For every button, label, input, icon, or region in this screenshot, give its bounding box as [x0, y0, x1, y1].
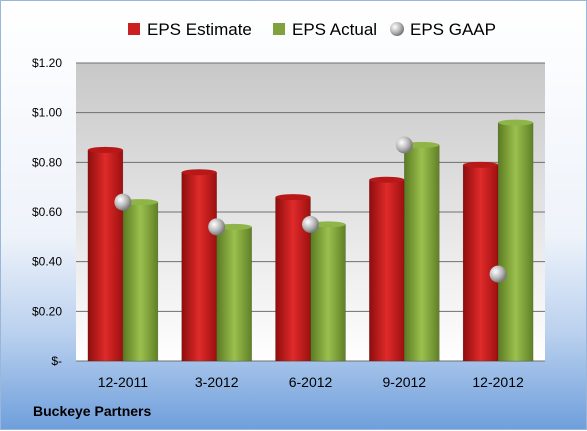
y-tick-label: $0.60	[32, 205, 62, 219]
bar-eps-estimate	[462, 164, 499, 362]
bar-eps-actual	[404, 144, 440, 362]
y-tick-label: $0.80	[32, 155, 62, 169]
bar-top	[404, 141, 440, 148]
bar-eps-actual	[122, 201, 159, 362]
marker-eps-gaap	[489, 265, 507, 283]
bar-eps-actual	[310, 224, 346, 362]
bar-top	[463, 161, 499, 168]
legend-label: EPS Actual	[292, 20, 377, 39]
bar-eps-estimate	[87, 149, 124, 362]
legend-swatch	[128, 23, 140, 35]
marker-eps-gaap	[302, 215, 319, 233]
bar-top	[369, 176, 405, 183]
x-tick-label: 9-2012	[383, 374, 427, 390]
legend-label: EPS GAAP	[410, 20, 496, 39]
y-tick-label: $-	[51, 354, 62, 368]
bar-top	[87, 146, 123, 153]
legend-label: EPS Estimate	[147, 20, 252, 39]
legend-swatch	[390, 22, 404, 36]
marker-eps-gaap	[114, 193, 132, 211]
x-tick-label: 12-2012	[472, 374, 524, 390]
bar-top	[275, 194, 311, 201]
y-tick-label: $1.20	[32, 56, 62, 70]
bar-eps-actual	[216, 226, 252, 362]
y-tick-label: $0.20	[32, 304, 62, 318]
bar-top	[498, 119, 534, 126]
y-tick-label: $1.00	[32, 106, 62, 120]
x-tick-label: 6-2012	[289, 374, 333, 390]
bar-eps-actual	[497, 122, 534, 362]
legend-swatch	[273, 23, 285, 35]
bar-eps-estimate	[369, 179, 405, 362]
bar-top	[181, 169, 217, 176]
x-tick-label: 12-2011	[98, 374, 149, 390]
x-tick-label: 3-2012	[195, 374, 239, 390]
company-name: Buckeye Partners	[33, 403, 152, 419]
bar-top	[216, 223, 252, 230]
marker-eps-gaap	[208, 218, 226, 236]
y-tick-label: $0.40	[32, 255, 62, 269]
marker-eps-gaap	[395, 136, 413, 154]
bar-top	[310, 221, 346, 228]
bar-top	[122, 199, 158, 206]
bar-eps-estimate	[181, 172, 217, 362]
